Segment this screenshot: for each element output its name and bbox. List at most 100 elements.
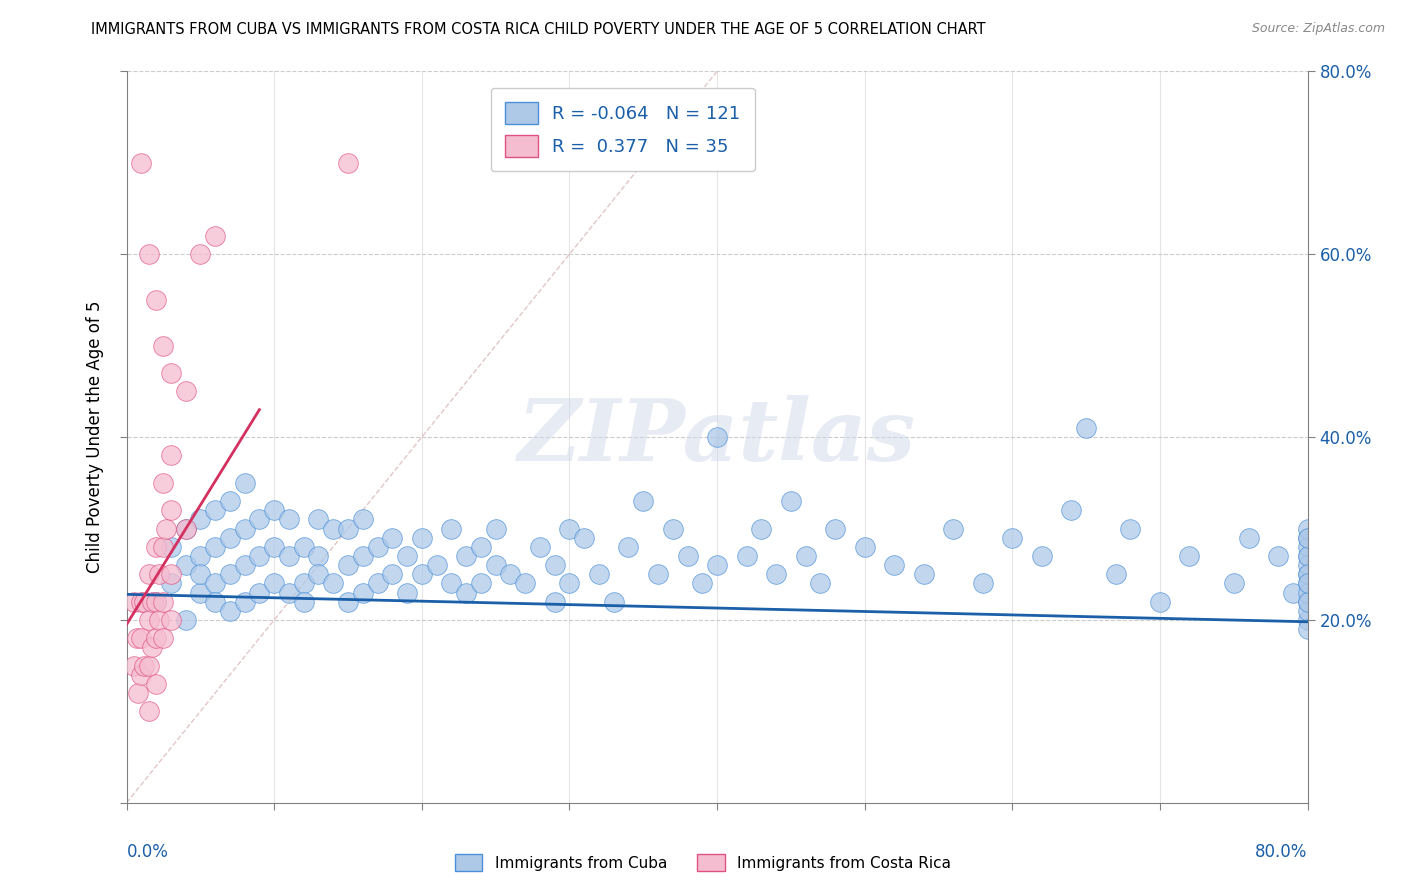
- Point: [543, 558, 565, 573]
- Point: [1296, 558, 1319, 573]
- Point: [233, 594, 256, 608]
- Text: Source: ZipAtlas.com: Source: ZipAtlas.com: [1251, 22, 1385, 36]
- Point: [1237, 531, 1260, 545]
- Point: [174, 521, 197, 535]
- Point: [263, 576, 285, 591]
- Point: [824, 521, 846, 535]
- Point: [204, 503, 226, 517]
- Point: [1267, 549, 1289, 563]
- Point: [188, 549, 212, 563]
- Point: [263, 503, 285, 517]
- Point: [322, 576, 344, 591]
- Point: [1296, 585, 1319, 599]
- Point: [603, 594, 626, 608]
- Point: [972, 576, 994, 591]
- Point: [515, 576, 537, 591]
- Point: [1296, 567, 1319, 582]
- Point: [751, 521, 773, 535]
- Point: [1119, 521, 1142, 535]
- Text: 80.0%: 80.0%: [1256, 843, 1308, 861]
- Point: [155, 521, 177, 535]
- Point: [706, 430, 728, 444]
- Text: 0.0%: 0.0%: [127, 843, 169, 861]
- Point: [204, 540, 226, 554]
- Point: [1296, 531, 1319, 545]
- Point: [1296, 521, 1319, 535]
- Point: [1296, 531, 1319, 545]
- Point: [1060, 503, 1083, 517]
- Point: [352, 512, 374, 526]
- Point: [558, 576, 581, 591]
- Point: [1296, 540, 1319, 554]
- Point: [706, 558, 728, 573]
- Point: [204, 576, 226, 591]
- Point: [204, 594, 226, 608]
- Point: [337, 156, 360, 170]
- Point: [122, 658, 145, 673]
- Point: [249, 585, 271, 599]
- Point: [1001, 531, 1024, 545]
- Point: [233, 558, 256, 573]
- Point: [1296, 549, 1319, 563]
- Point: [263, 540, 285, 554]
- Point: [337, 521, 360, 535]
- Point: [1031, 549, 1053, 563]
- Point: [1149, 594, 1171, 608]
- Point: [499, 567, 522, 582]
- Point: [141, 640, 163, 655]
- Point: [1296, 622, 1319, 636]
- Point: [145, 594, 167, 608]
- Point: [134, 594, 156, 608]
- Point: [883, 558, 905, 573]
- Point: [470, 540, 492, 554]
- Point: [219, 531, 242, 545]
- Point: [138, 705, 160, 719]
- Point: [588, 567, 610, 582]
- Point: [160, 613, 183, 627]
- Point: [692, 576, 714, 591]
- Legend: Immigrants from Cuba, Immigrants from Costa Rica: Immigrants from Cuba, Immigrants from Co…: [449, 848, 957, 877]
- Point: [152, 540, 174, 554]
- Point: [174, 613, 197, 627]
- Point: [160, 448, 183, 462]
- Point: [145, 594, 167, 608]
- Point: [396, 549, 419, 563]
- Point: [1223, 576, 1246, 591]
- Point: [152, 475, 174, 490]
- Point: [127, 686, 149, 700]
- Point: [1296, 613, 1319, 627]
- Point: [1296, 594, 1319, 608]
- Point: [160, 540, 183, 554]
- Point: [129, 594, 153, 608]
- Point: [440, 521, 463, 535]
- Point: [308, 512, 330, 526]
- Point: [484, 521, 508, 535]
- Point: [676, 549, 699, 563]
- Point: [129, 156, 153, 170]
- Point: [219, 604, 242, 618]
- Point: [543, 594, 565, 608]
- Point: [1296, 549, 1319, 563]
- Point: [138, 247, 160, 261]
- Point: [662, 521, 685, 535]
- Point: [160, 366, 183, 380]
- Point: [141, 594, 163, 608]
- Point: [278, 585, 301, 599]
- Point: [322, 521, 344, 535]
- Point: [160, 503, 183, 517]
- Point: [1105, 567, 1128, 582]
- Point: [794, 549, 817, 563]
- Point: [292, 540, 315, 554]
- Point: [152, 632, 174, 646]
- Point: [160, 567, 183, 582]
- Point: [1282, 585, 1305, 599]
- Point: [337, 558, 360, 573]
- Legend: R = -0.064   N = 121, R =  0.377   N = 35: R = -0.064 N = 121, R = 0.377 N = 35: [491, 87, 755, 171]
- Point: [396, 585, 419, 599]
- Point: [233, 521, 256, 535]
- Point: [174, 558, 197, 573]
- Y-axis label: Child Poverty Under the Age of 5: Child Poverty Under the Age of 5: [86, 301, 104, 574]
- Point: [204, 229, 226, 244]
- Point: [308, 549, 330, 563]
- Point: [148, 567, 170, 582]
